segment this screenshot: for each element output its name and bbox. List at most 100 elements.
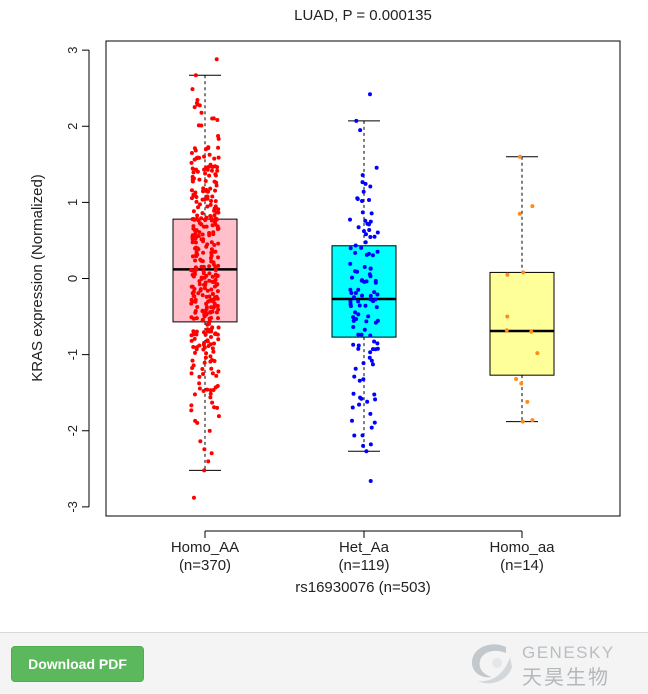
data-point: [368, 411, 373, 416]
data-point: [196, 247, 201, 252]
data-point: [367, 92, 372, 97]
data-point: [505, 272, 510, 277]
data-point: [349, 290, 354, 295]
data-point: [216, 145, 221, 150]
data-point: [349, 275, 354, 280]
data-point: [205, 387, 210, 392]
data-point: [207, 173, 212, 178]
data-point: [202, 340, 207, 345]
plot-frame: [105, 40, 621, 517]
data-point: [206, 145, 211, 150]
data-point: [361, 229, 366, 234]
data-point: [372, 234, 377, 239]
data-point: [195, 169, 200, 174]
y-axis-label: KRAS expression (Normalized): [29, 174, 46, 382]
data-point: [215, 168, 220, 173]
data-point: [204, 312, 209, 317]
data-point: [210, 357, 215, 362]
data-point: [353, 250, 358, 255]
data-point: [208, 186, 213, 191]
data-point: [361, 189, 366, 194]
data-point: [210, 400, 215, 405]
data-point: [202, 286, 207, 291]
data-point: [212, 243, 217, 248]
data-point: [194, 329, 199, 334]
data-point: [372, 339, 377, 344]
data-point: [203, 188, 208, 193]
data-point: [204, 244, 209, 249]
data-point: [197, 386, 202, 391]
y-tick-label: -1: [65, 349, 80, 361]
data-point: [210, 274, 215, 279]
data-point: [211, 262, 216, 267]
data-point: [197, 381, 202, 386]
y-axis: -3 -2 -1 0 1 2 3: [65, 47, 90, 513]
data-point: [200, 318, 205, 323]
data-point: [210, 371, 215, 376]
data-point: [210, 299, 215, 304]
data-point: [351, 342, 356, 347]
data-point: [364, 449, 369, 454]
data-point: [517, 211, 522, 216]
data-point: [195, 97, 200, 102]
data-point: [369, 425, 374, 430]
data-point: [193, 236, 198, 241]
data-point: [368, 266, 373, 271]
boxplot-chart: LUAD, P = 0.000135 KRAS expression (Norm…: [29, 7, 621, 596]
data-point: [359, 396, 364, 401]
data-point: [190, 254, 195, 259]
data-point: [215, 332, 220, 337]
data-point: [207, 294, 212, 299]
data-point: [212, 341, 217, 346]
data-point: [370, 253, 375, 258]
data-point: [353, 243, 358, 248]
data-point: [205, 322, 210, 327]
data-point: [203, 171, 208, 176]
boxes: [172, 74, 555, 471]
data-point: [525, 399, 530, 404]
data-point: [199, 276, 204, 281]
data-point: [353, 290, 358, 295]
data-point: [191, 170, 196, 175]
data-point: [209, 334, 214, 339]
data-point: [201, 186, 206, 191]
logo-text-en: GENESKY: [522, 643, 615, 662]
data-point: [368, 274, 373, 279]
data-point: [360, 293, 365, 298]
data-point: [356, 346, 361, 351]
data-point: [193, 258, 198, 263]
plot-border: [105, 40, 621, 517]
data-point: [375, 292, 380, 297]
data-point: [191, 363, 196, 368]
data-point: [195, 213, 200, 218]
data-point: [209, 250, 214, 255]
data-point: [195, 155, 200, 160]
data-point: [205, 204, 210, 209]
data-point: [521, 270, 526, 275]
download-pdf-button[interactable]: Download PDF: [11, 646, 144, 682]
data-point: [200, 232, 205, 237]
data-point: [189, 403, 194, 408]
data-point: [208, 202, 213, 207]
data-point: [369, 358, 374, 363]
data-point: [373, 320, 378, 325]
data-point: [518, 154, 523, 159]
data-point: [373, 278, 378, 283]
x-axis-label: rs16930076 (n=503): [295, 579, 431, 596]
data-point: [191, 209, 196, 214]
data-point: [189, 315, 194, 320]
data-point: [368, 293, 373, 298]
data-point: [363, 181, 368, 186]
data-point: [200, 293, 205, 298]
data-point: [190, 87, 195, 92]
data-point: [193, 148, 198, 153]
data-point: [366, 314, 371, 319]
data-point: [355, 269, 360, 274]
x-tick-count-label: (n=119): [338, 557, 389, 574]
data-point: [366, 251, 371, 256]
data-point: [197, 221, 202, 226]
data-point: [374, 165, 379, 170]
data-point: [192, 392, 197, 397]
data-point: [200, 211, 205, 216]
data-point: [215, 273, 220, 278]
